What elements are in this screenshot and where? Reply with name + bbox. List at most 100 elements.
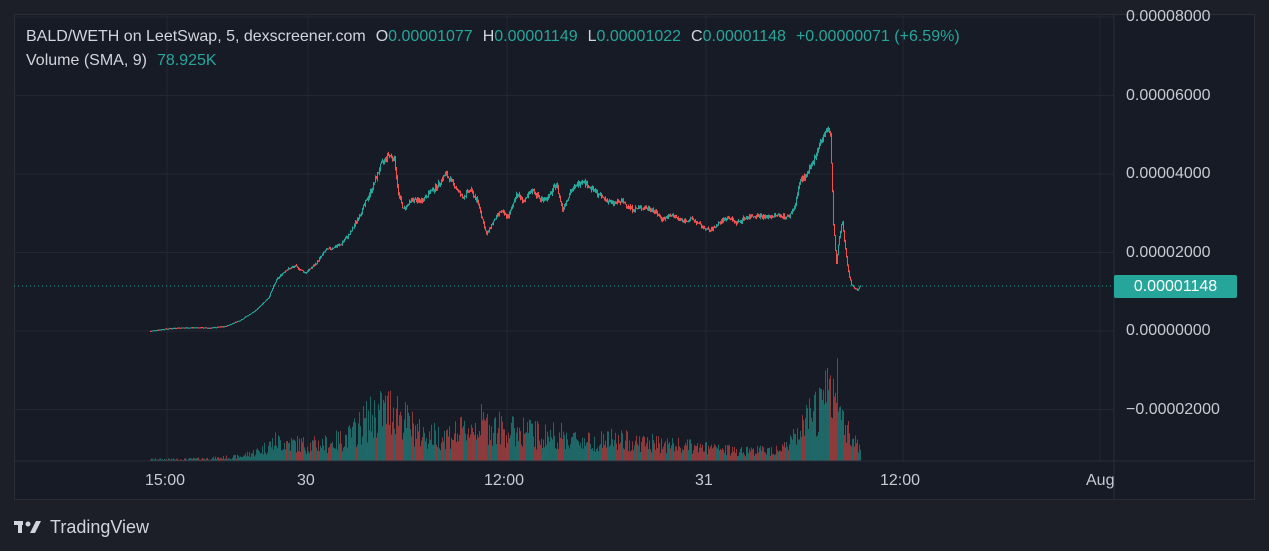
volume-bar bbox=[252, 452, 253, 461]
candle-body bbox=[185, 327, 186, 329]
candle-body bbox=[657, 212, 658, 216]
candle-body bbox=[562, 204, 563, 211]
volume-bar bbox=[384, 402, 385, 461]
volume-bar bbox=[468, 428, 469, 461]
candle-body bbox=[844, 230, 845, 241]
volume-bar bbox=[770, 455, 771, 461]
candle-body bbox=[311, 267, 312, 269]
volume-bar bbox=[482, 420, 483, 461]
volume-bar bbox=[492, 445, 493, 461]
volume-bar bbox=[200, 459, 201, 461]
candle-body bbox=[541, 198, 542, 201]
price-tick-label: 0.00002000 bbox=[1126, 244, 1211, 261]
volume-bar bbox=[367, 442, 368, 461]
candle-body bbox=[567, 199, 568, 201]
candle-body bbox=[566, 200, 567, 204]
candle-body bbox=[467, 190, 468, 192]
candle-body bbox=[571, 191, 572, 193]
candle-body bbox=[674, 217, 675, 219]
volume-bar bbox=[668, 443, 669, 461]
volume-bar bbox=[221, 457, 222, 461]
volume-bar bbox=[363, 406, 364, 461]
candle-body bbox=[267, 298, 268, 300]
candle-body bbox=[505, 214, 506, 216]
candle-body bbox=[262, 303, 263, 306]
candle-body bbox=[599, 194, 600, 196]
volume-bar bbox=[625, 440, 626, 461]
candle-body bbox=[575, 185, 576, 187]
volume-bar bbox=[753, 448, 754, 461]
volume-bar bbox=[808, 428, 809, 461]
volume-bar bbox=[254, 456, 255, 461]
volume-bar bbox=[599, 445, 600, 461]
candle-body bbox=[748, 217, 749, 219]
volume-bar bbox=[640, 451, 641, 461]
candle-body bbox=[378, 172, 379, 174]
volume-bar bbox=[281, 450, 282, 461]
volume-bar bbox=[155, 458, 156, 461]
volume-bar bbox=[285, 449, 286, 461]
volume-bar bbox=[263, 454, 264, 461]
volume-bar bbox=[636, 435, 637, 461]
volume-bar bbox=[596, 449, 597, 461]
volume-bar bbox=[591, 449, 592, 461]
candle-body bbox=[304, 272, 305, 274]
candle-body bbox=[606, 199, 607, 201]
candle-body bbox=[400, 196, 401, 199]
volume-bar bbox=[691, 443, 692, 461]
volume-bar bbox=[435, 430, 436, 461]
candle-body bbox=[464, 196, 465, 199]
candle-body bbox=[524, 201, 525, 203]
candle-body bbox=[196, 327, 197, 329]
candle-body bbox=[546, 197, 547, 200]
candle-body bbox=[365, 200, 366, 205]
candle-body bbox=[214, 327, 215, 329]
candle-body bbox=[391, 156, 392, 158]
candle-body bbox=[471, 189, 472, 191]
volume-bar bbox=[416, 438, 417, 461]
volume-bar bbox=[390, 390, 391, 461]
volume-bar bbox=[490, 440, 491, 461]
candle-body bbox=[171, 328, 172, 330]
volume-bar bbox=[195, 458, 196, 461]
candle-body bbox=[269, 295, 270, 298]
candle-body bbox=[252, 312, 253, 314]
symbol-title[interactable]: BALD/WETH on LeetSwap, 5, dexscreener.co… bbox=[26, 28, 366, 45]
volume-bar bbox=[695, 445, 696, 461]
candle-body bbox=[394, 156, 395, 161]
candle-body bbox=[628, 206, 629, 208]
volume-bar bbox=[341, 443, 342, 461]
candle-body bbox=[610, 201, 611, 203]
candle-body bbox=[297, 265, 298, 268]
volume-bar bbox=[554, 435, 555, 461]
candle-body bbox=[340, 244, 341, 246]
candle-body bbox=[811, 165, 812, 168]
tradingview-brand[interactable]: TradingView bbox=[14, 515, 149, 539]
candle-body bbox=[423, 200, 424, 202]
candle-body bbox=[529, 193, 530, 195]
volume-bar bbox=[579, 445, 580, 461]
volume-label[interactable]: Volume (SMA, 9) bbox=[26, 52, 147, 69]
candle-body bbox=[516, 193, 517, 199]
volume-bar bbox=[783, 446, 784, 461]
volume-bar bbox=[294, 439, 295, 461]
candle-body bbox=[650, 209, 651, 211]
candle-body bbox=[550, 193, 551, 195]
volume-bar bbox=[603, 433, 604, 461]
volume-bar bbox=[536, 449, 537, 461]
volume-bar bbox=[189, 458, 190, 461]
candle-body bbox=[781, 215, 782, 218]
candle-body bbox=[402, 202, 403, 208]
volume-bar bbox=[511, 422, 512, 461]
volume-bar bbox=[571, 437, 572, 461]
candle-body bbox=[604, 197, 605, 199]
candle-body bbox=[737, 222, 738, 225]
volume-bar bbox=[459, 434, 460, 461]
candle-body bbox=[809, 167, 810, 171]
candle-body bbox=[422, 199, 423, 202]
candle-body bbox=[470, 190, 471, 192]
candle-body bbox=[327, 248, 328, 250]
volume-bar bbox=[541, 438, 542, 461]
volume-bar bbox=[585, 445, 586, 461]
